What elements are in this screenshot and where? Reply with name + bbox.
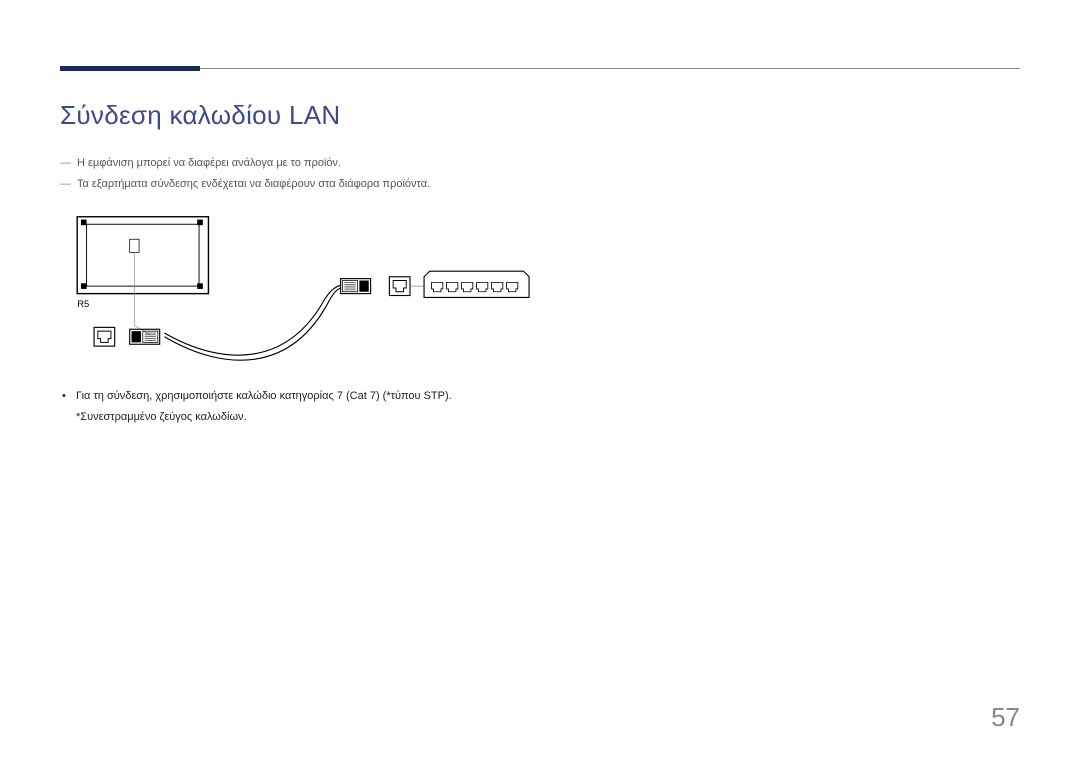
lan-cable-icon [164,278,370,360]
note-line: Τα εξαρτήματα σύνδεσης ενδέχεται να διαφ… [60,174,1020,195]
rj45-port-icon [94,327,115,346]
page-title: Σύνδεση καλωδίου LAN [60,100,1020,131]
notes-block: Η εμφάνιση μπορεί να διαφέρει ανάλογα με… [60,153,1020,195]
rj45-port-icon [389,277,410,296]
bullet-main: Για τη σύνδεση, χρησιμοποιήστε καλώδιο κ… [76,390,452,402]
network-switch-icon [424,271,529,297]
cable-label: R5 [77,299,89,309]
note-line: Η εμφάνιση μπορεί να διαφέρει ανάλογα με… [60,153,1020,174]
bullet-list: Για τη σύνδεση, χρησιμοποιήστε καλώδιο κ… [60,386,1020,428]
top-divider [60,68,1020,69]
display-back-panel-icon: R5 [77,217,208,309]
bullet-item: Για τη σύνδεση, χρησιμοποιήστε καλώδιο κ… [76,386,1020,428]
page-number: 57 [991,702,1020,733]
accent-bar [60,66,200,71]
lan-connection-diagram: R5 [60,213,550,363]
bullet-sub: *Συνεστραμμένο ζεύγος καλωδίων. [76,407,1020,428]
